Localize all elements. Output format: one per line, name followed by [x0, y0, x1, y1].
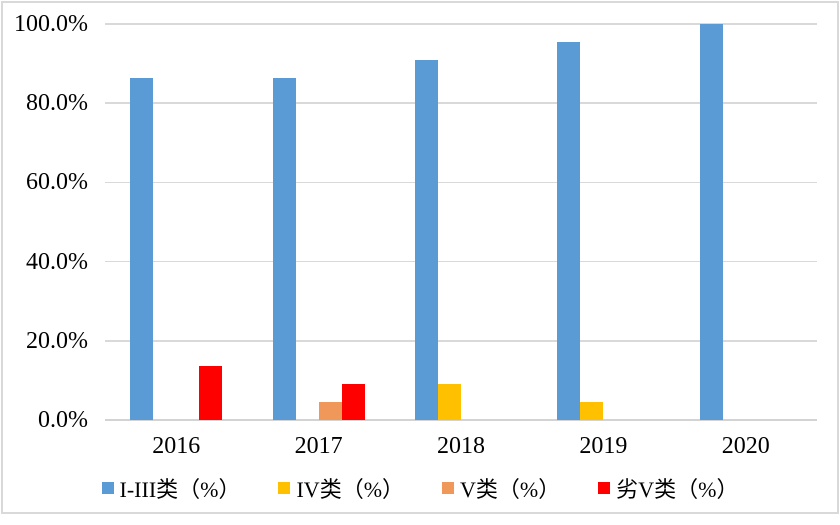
y-tick-label: 20.0% [26, 327, 88, 354]
y-tick-label: 60.0% [26, 169, 88, 196]
y-tick-label: 80.0% [26, 90, 88, 117]
gridline [105, 23, 817, 25]
bar-I-III类（%）-2016 [130, 77, 154, 420]
bar-IV类（%）-2019 [580, 402, 604, 420]
y-tick-label: 0.0% [38, 407, 88, 433]
x-tick-label-2020: 2020 [721, 433, 770, 459]
legend-swatch [278, 482, 291, 494]
bar-I-III类（%）-2017 [272, 77, 296, 420]
bar-劣V类（%）-2016 [199, 366, 223, 420]
gridline [105, 340, 817, 342]
legend-item: 劣V类（%） [598, 472, 738, 504]
gridline [105, 260, 817, 263]
legend-swatch [101, 482, 114, 494]
legend-item: V类（%） [442, 472, 560, 504]
bar-IV类（%）-2018 [438, 383, 461, 420]
legend-label: 劣V类（%） [616, 477, 739, 502]
x-axis-line [105, 419, 817, 421]
x-tick-label-2018: 2018 [437, 433, 485, 459]
gridline [105, 102, 817, 104]
bar-I-III类（%）-2020 [699, 24, 723, 420]
y-tick-label: 40.0% [26, 248, 88, 275]
bar-I-III类（%）-2018 [415, 60, 438, 420]
legend-item: I-III类（%） [101, 472, 241, 504]
legend-item: IV类（%） [278, 472, 404, 504]
legend-swatch [598, 482, 611, 494]
x-tick-label-2019: 2019 [579, 433, 628, 459]
y-tick-label: 100.0% [14, 11, 88, 37]
bar-I-III类（%）-2019 [557, 41, 581, 420]
legend-label: I-III类（%） [119, 477, 241, 502]
bar-V类（%）-2017 [318, 402, 342, 420]
legend: I-III类（%） IV类（%） V类（%） 劣V类（%） [0, 473, 840, 503]
gridline [105, 181, 817, 184]
x-tick-label-2017: 2017 [294, 433, 343, 459]
bar-劣V类（%）-2017 [341, 383, 365, 420]
legend-label: IV类（%） [296, 477, 405, 502]
legend-swatch [442, 482, 455, 494]
x-tick-label-2016: 2016 [152, 433, 201, 459]
legend-label: V类（%） [460, 477, 561, 502]
